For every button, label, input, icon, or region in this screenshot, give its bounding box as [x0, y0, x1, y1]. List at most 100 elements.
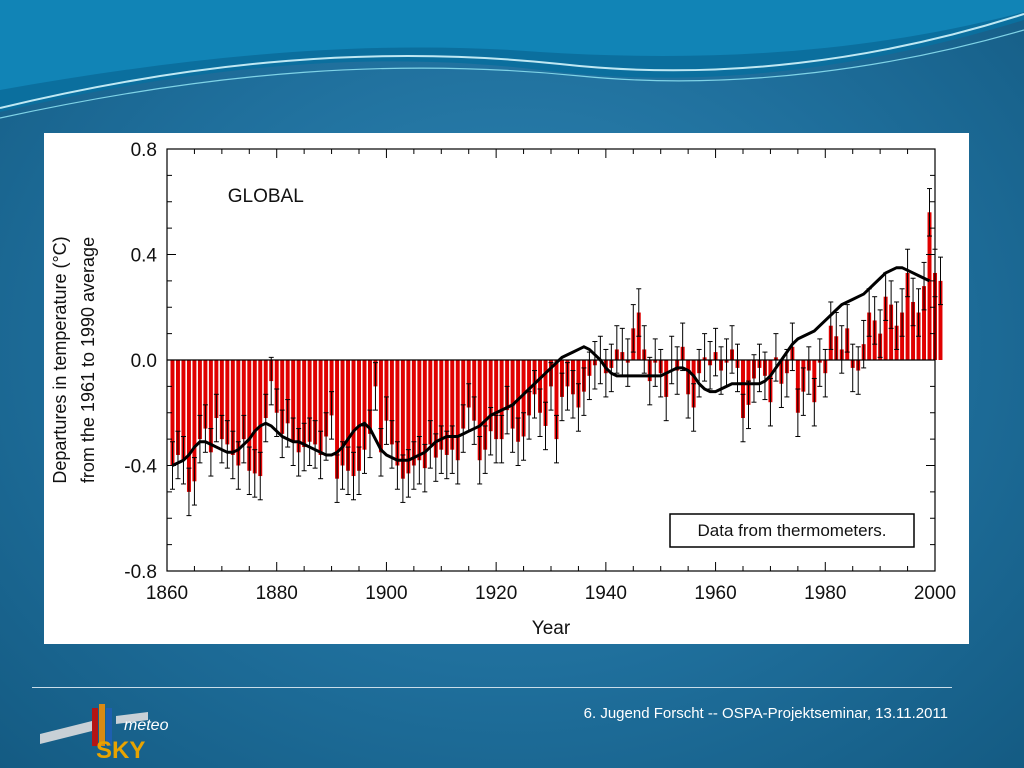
bar — [324, 360, 329, 437]
bar — [291, 360, 296, 442]
bar — [922, 286, 926, 360]
bar — [411, 360, 416, 466]
bar — [505, 360, 510, 411]
bar — [883, 296, 888, 360]
bar — [741, 360, 745, 419]
chart-panel: 1860 1880 1900 1920 1940 1960 1980 2000 -0.8 -0.4… — [44, 133, 969, 644]
bar — [340, 360, 345, 466]
error-bars-layer — [169, 188, 943, 517]
bar — [417, 360, 422, 461]
y-tick-label: -0.8 — [124, 562, 157, 583]
bar — [258, 360, 263, 477]
bar — [197, 360, 202, 440]
bar — [186, 360, 191, 492]
note-text: Data from thermometers. — [698, 521, 887, 540]
bar — [274, 360, 279, 413]
bar — [351, 360, 356, 477]
bar — [433, 360, 438, 458]
bar — [176, 360, 180, 455]
bar — [444, 360, 449, 455]
x-tick-label: 1980 — [804, 583, 846, 604]
bar — [406, 360, 411, 474]
y-axis-label-line-2: from the 1961 to 1990 average — [78, 237, 98, 483]
temperature-anomaly-chart: 1860 1880 1900 1920 1940 1960 1980 2000 -0.8 -0.4… — [50, 140, 956, 639]
bar — [911, 301, 916, 360]
bar — [472, 360, 477, 421]
x-tick-label: 1960 — [694, 583, 736, 604]
bar — [384, 360, 389, 421]
bar — [488, 360, 493, 432]
x-tick-label: 1900 — [365, 583, 407, 604]
bar — [905, 272, 910, 360]
bar — [225, 360, 230, 445]
smoothed-series-line — [171, 266, 931, 467]
bar — [335, 360, 340, 479]
x-tick-label: 1860 — [146, 583, 188, 604]
bar — [400, 360, 405, 479]
bar — [318, 360, 323, 455]
meteosky-logo: meteo SKY — [40, 704, 169, 762]
bar — [477, 360, 482, 461]
header-wave-decoration — [0, 0, 1024, 119]
bar — [521, 360, 526, 437]
bar — [285, 360, 290, 424]
bar — [543, 360, 548, 426]
bar — [313, 360, 318, 445]
bar — [241, 360, 246, 440]
bar — [214, 360, 219, 419]
y-axis-label-line-1: Departures in temperature (°C) — [50, 236, 70, 483]
bar — [455, 360, 460, 461]
y-tick-label: -0.4 — [124, 457, 157, 478]
bar — [795, 360, 800, 413]
bar — [428, 360, 433, 445]
x-axis-label: Year — [532, 618, 571, 639]
x-tick-label: 1920 — [475, 583, 517, 604]
bar — [307, 360, 312, 442]
bar — [938, 280, 943, 361]
bar — [378, 360, 383, 453]
bar — [263, 360, 268, 419]
bar — [302, 360, 307, 448]
bar — [296, 360, 301, 453]
bar — [510, 360, 515, 429]
bar — [236, 360, 241, 466]
bar — [538, 360, 542, 413]
bar — [483, 360, 488, 450]
bar — [494, 360, 499, 440]
bar — [192, 360, 197, 482]
bar — [439, 360, 444, 450]
bar — [329, 360, 334, 416]
bar — [181, 360, 186, 461]
logo-word-meteo: meteo — [124, 717, 169, 734]
bar — [203, 360, 208, 429]
bar — [450, 360, 455, 450]
bar — [170, 360, 175, 466]
y-tick-label: 0.8 — [131, 140, 157, 161]
bar — [208, 360, 213, 453]
bar — [357, 360, 361, 471]
bar — [252, 360, 257, 474]
note-box — [669, 513, 915, 548]
bar — [280, 360, 285, 434]
bar — [889, 304, 894, 360]
axis-ticks: 1860 1880 1900 1920 1940 1960 1980 2000 -0.8 -0.4… — [124, 140, 956, 604]
bar — [927, 212, 932, 360]
bar — [422, 360, 427, 469]
bar — [362, 360, 367, 450]
x-tick-label: 2000 — [914, 583, 956, 604]
bar — [368, 360, 372, 434]
x-tick-label: 1880 — [256, 583, 298, 604]
bar — [346, 360, 350, 471]
bar — [219, 360, 224, 440]
panel-label: GLOBAL — [228, 186, 304, 207]
footer-caption: 6. Jugend Forscht -- OSPA-Projektseminar… — [583, 705, 948, 722]
bar — [499, 360, 504, 440]
bar — [461, 360, 466, 429]
y-tick-label: 0.0 — [131, 351, 157, 372]
logo-word-sky: SKY — [96, 737, 145, 762]
footer-divider — [32, 687, 952, 688]
x-tick-label: 1940 — [585, 583, 627, 604]
bar — [230, 360, 235, 455]
y-tick-label: 0.4 — [131, 246, 158, 267]
bar — [554, 360, 559, 440]
